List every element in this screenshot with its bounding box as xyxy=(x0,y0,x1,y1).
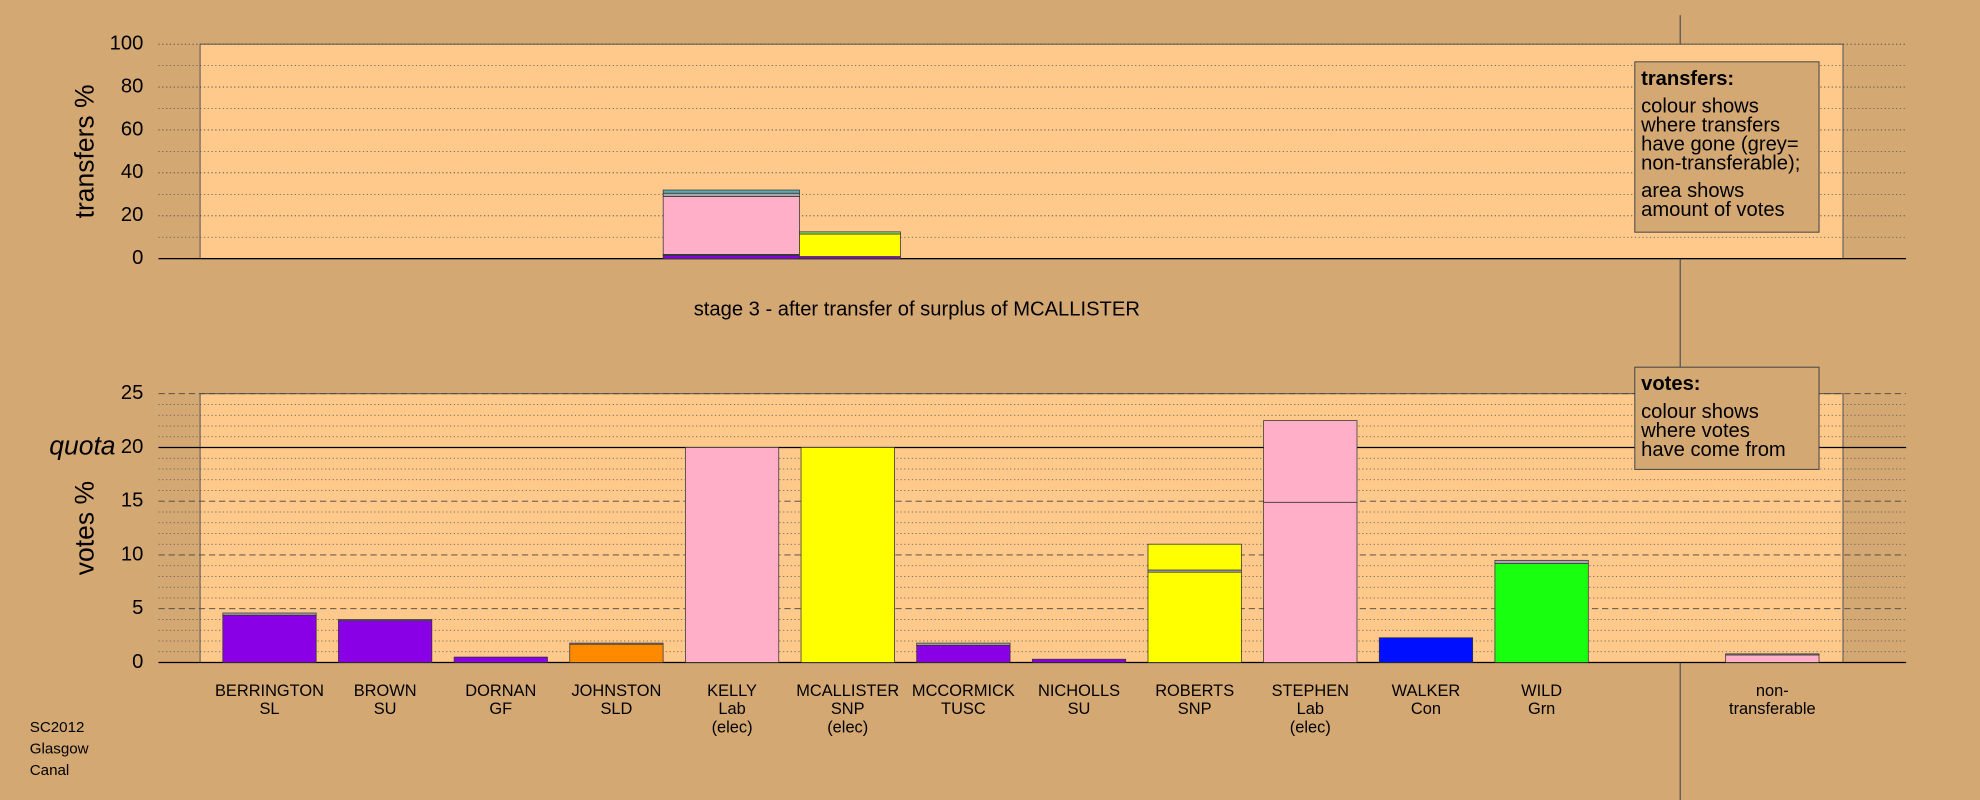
bar-segment xyxy=(569,643,664,663)
bar-segment xyxy=(662,192,800,197)
bar-segment xyxy=(222,612,317,616)
bar-segment xyxy=(1725,653,1820,656)
bar-segment xyxy=(1031,658,1127,663)
legend-text: where transfers xyxy=(1640,115,1780,137)
x-tick-label: Con xyxy=(1411,700,1441,718)
bar-segment xyxy=(338,619,433,621)
bar-segment xyxy=(1263,420,1358,503)
x-tick-label: NICHOLLS xyxy=(1038,682,1120,700)
x-tick-label: (elec) xyxy=(1290,718,1331,736)
x-tick-label: BROWN xyxy=(354,682,417,700)
bar-segment xyxy=(916,642,1011,646)
legend-box xyxy=(1634,61,1820,233)
bar-segment xyxy=(569,642,664,645)
x-tick-label: Lab xyxy=(1297,700,1324,718)
quota-label: quota xyxy=(49,430,115,460)
legend-text: have come from xyxy=(1641,439,1786,461)
x-tick-label: (elec) xyxy=(712,718,753,736)
bar-segment xyxy=(1263,501,1358,663)
legend-title: votes: xyxy=(1641,373,1700,395)
bar-segment xyxy=(453,656,548,663)
y-tick-label: 100 xyxy=(110,32,144,54)
y-tick-label: 60 xyxy=(121,118,143,140)
y-axis-label: transfers % xyxy=(70,84,100,218)
y-tick-label: 15 xyxy=(121,490,143,512)
x-tick-label: MCALLISTER xyxy=(796,682,899,700)
x-tick-label: STEPHEN xyxy=(1272,682,1349,700)
x-tick-label: transferable xyxy=(1729,700,1816,718)
y-tick-label: 80 xyxy=(121,75,143,97)
x-tick-label: JOHNSTON xyxy=(572,682,662,700)
bar-segment xyxy=(662,189,800,194)
x-tick-label: SU xyxy=(374,700,397,718)
y-tick-label: 5 xyxy=(132,597,143,619)
x-tick-label: KELLY xyxy=(707,682,757,700)
y-tick-label: 25 xyxy=(121,382,143,404)
y-tick-label: 20 xyxy=(121,204,143,226)
stage-title: stage 3 - after transfer of surplus of M… xyxy=(694,299,1140,321)
bar-segment xyxy=(685,447,780,663)
legend-title: transfers: xyxy=(1641,68,1734,90)
x-tick-label: Grn xyxy=(1528,700,1555,718)
x-tick-label: SU xyxy=(1068,700,1091,718)
x-tick-label: SNP xyxy=(831,700,865,718)
plot-area xyxy=(199,393,1844,663)
bar-segment xyxy=(1147,543,1242,571)
bar-segment xyxy=(662,196,800,255)
bar-segment xyxy=(800,447,895,663)
x-tick-label: SNP xyxy=(1178,700,1212,718)
x-tick-label: GF xyxy=(489,700,512,718)
x-tick-label: DORNAN xyxy=(465,682,536,700)
bar-segment xyxy=(222,614,317,663)
bar-segment xyxy=(916,644,1011,663)
y-tick-label: 20 xyxy=(121,436,143,458)
bar-segment xyxy=(662,255,800,260)
bar-segment xyxy=(799,231,901,235)
legend-text: colour shows xyxy=(1641,401,1759,423)
y-tick-label: 0 xyxy=(132,247,143,269)
legend-text: area shows xyxy=(1641,180,1744,202)
legend-text: colour shows xyxy=(1641,96,1759,118)
y-tick-label: 10 xyxy=(121,543,143,565)
bar-segment xyxy=(338,620,433,663)
footer-text: Glasgow xyxy=(30,741,89,758)
x-tick-label: ROBERTS xyxy=(1155,682,1234,700)
bar-segment xyxy=(1147,571,1242,663)
bar-segment xyxy=(1378,637,1474,663)
legend-text: where votes xyxy=(1640,420,1750,442)
y-axis-label: votes % xyxy=(70,481,100,575)
y-tick-label: 40 xyxy=(121,161,143,183)
legend-text: amount of votes xyxy=(1641,199,1785,221)
footer-text: Canal xyxy=(30,762,70,779)
x-tick-label: (elec) xyxy=(827,718,868,736)
legend-text: have gone (grey= xyxy=(1641,133,1799,155)
x-tick-label: WILD xyxy=(1521,682,1562,700)
bar-segment xyxy=(1494,559,1589,564)
bar-segment xyxy=(1725,654,1820,663)
x-tick-label: MCCORMICK xyxy=(912,682,1015,700)
bar-segment xyxy=(1494,563,1589,663)
x-tick-label: SL xyxy=(259,700,279,718)
y-tick-label: 0 xyxy=(132,651,143,673)
x-tick-label: non- xyxy=(1756,682,1789,700)
x-tick-label: Lab xyxy=(718,700,745,718)
x-tick-label: SLD xyxy=(600,700,632,718)
legend-text: non-transferable); xyxy=(1641,152,1800,174)
x-tick-label: WALKER xyxy=(1392,682,1461,700)
legend-box xyxy=(1634,366,1820,470)
x-tick-label: BERRINGTON xyxy=(215,682,324,700)
x-tick-label: TUSC xyxy=(941,700,986,718)
footer-text: SC2012 xyxy=(30,719,85,736)
bar-segment xyxy=(799,233,901,257)
